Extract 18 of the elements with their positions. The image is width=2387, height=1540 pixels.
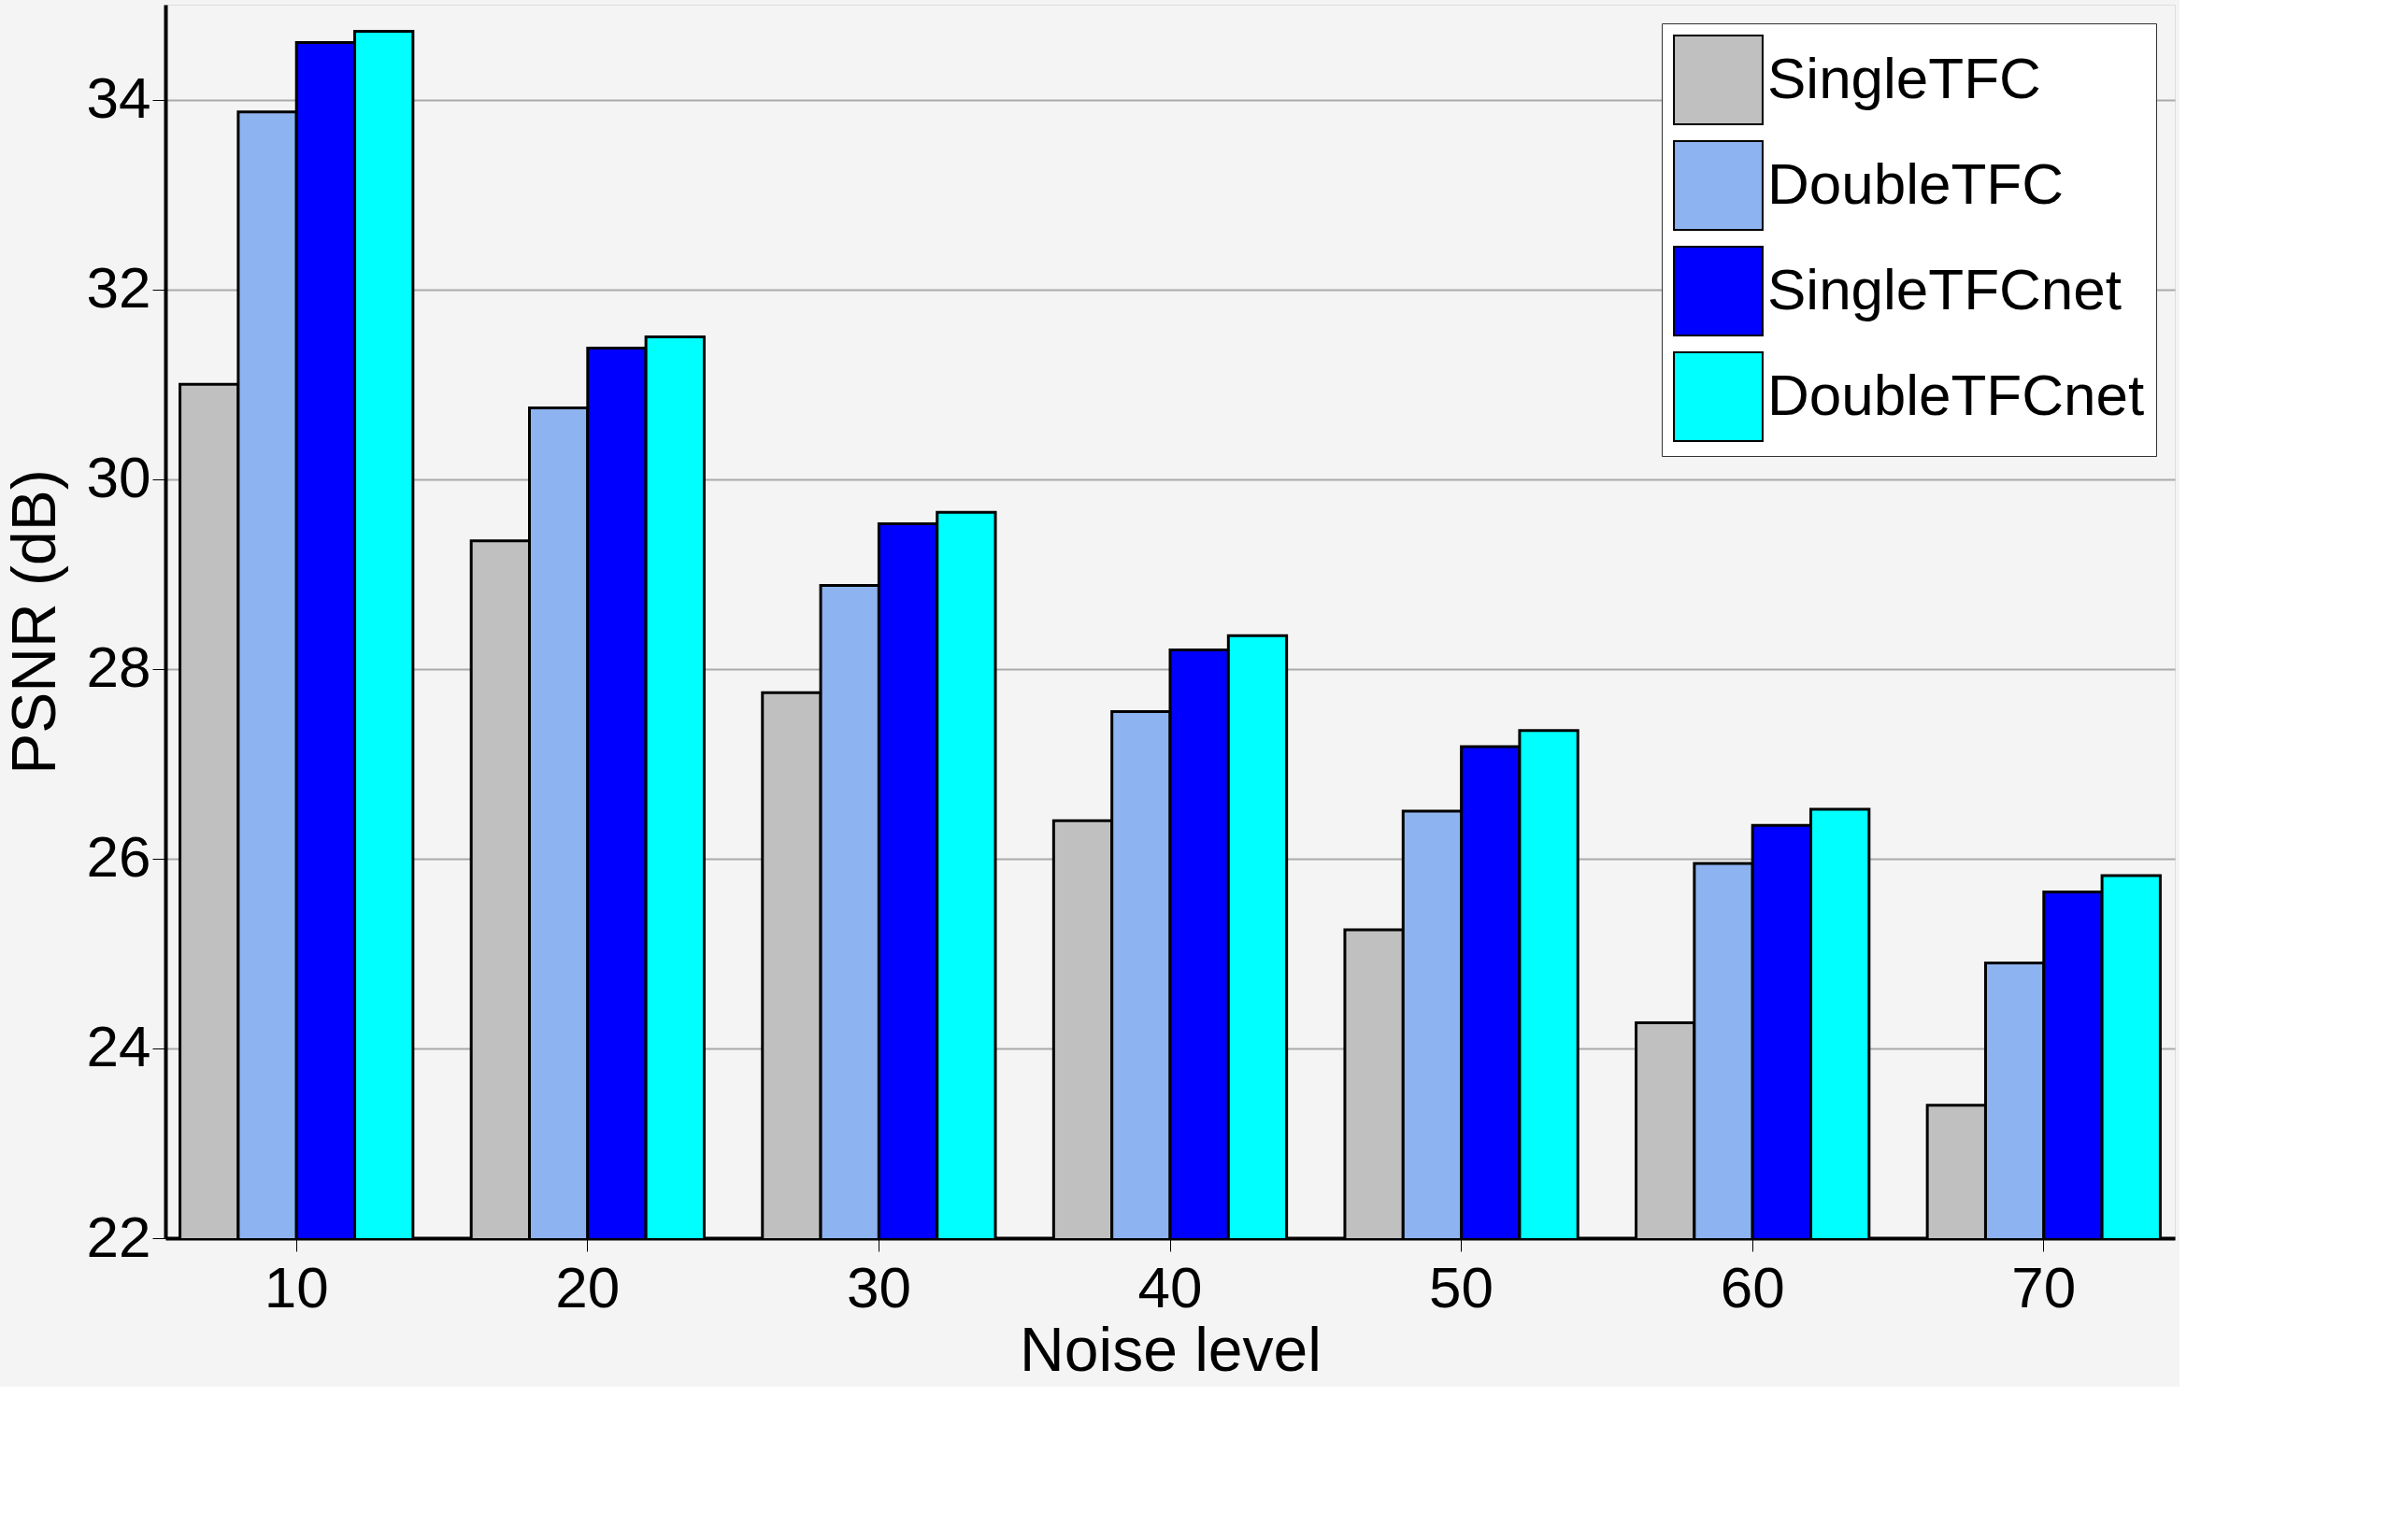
y-tick-label: 22 bbox=[86, 1204, 151, 1269]
y-tick-label: 24 bbox=[86, 1014, 151, 1079]
legend-label: SingleTFCnet bbox=[1767, 256, 2123, 321]
y-tick-label: 32 bbox=[86, 255, 151, 321]
x-tick-label: 60 bbox=[1720, 1254, 1785, 1319]
y-axis-title: PSNR (dB) bbox=[0, 469, 68, 775]
x-tick-label: 10 bbox=[264, 1254, 329, 1319]
x-tick-label: 30 bbox=[846, 1254, 911, 1319]
legend-label: DoubleTFC bbox=[1767, 150, 2064, 216]
y-tick-label: 34 bbox=[86, 65, 151, 131]
legend-label: SingleTFC bbox=[1767, 45, 2041, 110]
x-tick-label: 70 bbox=[2011, 1254, 2077, 1319]
y-tick-label: 30 bbox=[86, 445, 151, 510]
x-tick-label: 20 bbox=[555, 1254, 621, 1319]
x-tick-label: 50 bbox=[1429, 1254, 1494, 1319]
legend-label: DoubleTFCnet bbox=[1767, 362, 2145, 427]
y-tick-label: 26 bbox=[86, 824, 151, 890]
y-tick-label: 28 bbox=[86, 635, 151, 700]
